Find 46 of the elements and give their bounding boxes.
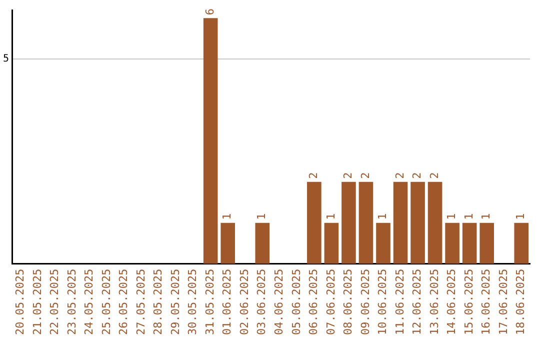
data-label: 6 [203, 8, 216, 16]
x-tick-label: 22.05.2025 [48, 268, 62, 336]
x-tick-label: 18.06.2025 [514, 268, 528, 336]
x-tick-label: 24.05.2025 [82, 268, 96, 336]
x-tick-label: 27.05.2025 [134, 268, 148, 336]
x-tick-label: 28.05.2025 [152, 268, 165, 336]
x-tick-label: 05.06.2025 [290, 268, 303, 336]
data-label: 2 [410, 172, 424, 179]
x-tick-label: 30.05.2025 [186, 268, 200, 336]
data-label: 1 [514, 213, 528, 220]
y-tick-label: 5 [2, 54, 10, 65]
x-tick-label: 08.06.2025 [342, 268, 355, 336]
x-tick-label: 14.06.2025 [445, 268, 458, 336]
data-label: 1 [324, 213, 338, 220]
x-tick-label: 12.06.2025 [410, 268, 424, 336]
x-tick-label: 09.06.2025 [358, 268, 372, 336]
x-tick-label: 02.06.2025 [238, 268, 251, 336]
x-tick-label: 03.06.2025 [255, 268, 268, 336]
x-tick-label: 07.06.2025 [324, 268, 338, 336]
x-tick-label: 15.06.2025 [462, 268, 476, 336]
x-tick-label: 01.06.2025 [220, 268, 234, 336]
data-label: 2 [358, 172, 372, 179]
x-tick-label: 31.05.2025 [203, 268, 216, 336]
x-tick-label: 23.05.2025 [65, 268, 78, 336]
x-tick-label: 16.06.2025 [480, 268, 493, 336]
data-label: 2 [307, 172, 320, 179]
data-label: 1 [462, 213, 476, 220]
x-tick-label: 21.05.2025 [30, 268, 44, 336]
data-label: 1 [220, 213, 234, 220]
x-tick-label: 17.06.2025 [496, 268, 510, 336]
data-label: 2 [428, 172, 441, 179]
x-tick-label: 13.06.2025 [428, 268, 441, 336]
x-tick-label: 29.05.2025 [168, 268, 182, 336]
x-tick-label: 25.05.2025 [100, 268, 113, 336]
x-tick-label: 20.05.2025 [14, 268, 27, 336]
data-label: 1 [445, 213, 458, 220]
x-tick-label: 04.06.2025 [272, 268, 286, 336]
x-tick-label: 26.05.2025 [117, 268, 130, 336]
data-label: 1 [255, 213, 268, 220]
data-label: 1 [376, 213, 390, 220]
x-tick-label: 06.06.2025 [307, 268, 320, 336]
data-label: 2 [342, 172, 355, 179]
data-label: 2 [393, 172, 406, 179]
x-tick-label: 10.06.2025 [376, 268, 390, 336]
data-label: 1 [480, 213, 493, 220]
x-tick-label: 11.06.2025 [393, 268, 406, 336]
